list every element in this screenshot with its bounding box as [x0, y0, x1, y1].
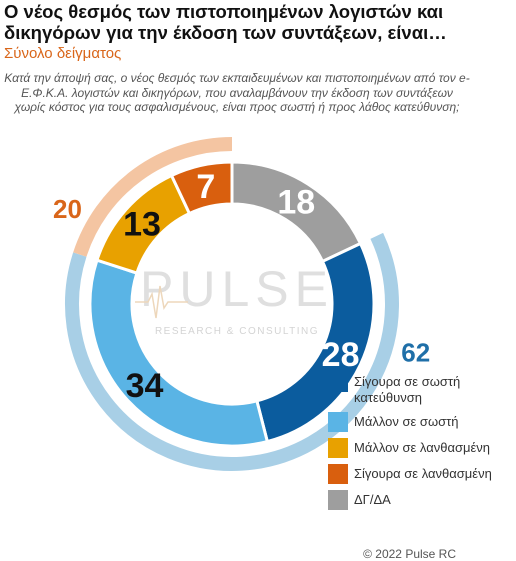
watermark-sub: RESEARCH & CONSULTING: [155, 326, 319, 337]
legend-swatch: [328, 412, 348, 432]
slice-value-label-1: 28: [322, 336, 360, 374]
donut-slice-2: [88, 258, 270, 448]
slice-value-label-3: 13: [123, 206, 161, 244]
legend-label: ΔΓ/ΔΑ: [354, 492, 391, 507]
survey-question: Κατά την άποψή σας, ο νέος θεσμός των εκ…: [4, 71, 470, 114]
slice-value-label-4: 7: [196, 168, 215, 206]
legend-label: Σίγουρα σε λανθασμένη: [354, 466, 492, 481]
donut-slice-4: [169, 160, 234, 216]
legend-item-2: Μάλλον σε λανθασμένη: [328, 438, 514, 458]
chart-title: Ο νέος θεσμός των πιστοποιημένων λογιστώ…: [4, 1, 447, 43]
watermark-main: PULSE: [140, 261, 334, 317]
legend-label: Μάλλον σε σωστή: [354, 414, 459, 429]
chart-subtitle: Σύνολο δείγματος: [4, 45, 122, 62]
legend-item-0: Σίγουρα σε σωστή κατεύθυνση: [328, 372, 514, 406]
legend: Σίγουρα σε σωστή κατεύθυνση Μάλλον σε σωσ…: [328, 372, 514, 516]
legend-swatch: [328, 464, 348, 484]
legend-item-1: Μάλλον σε σωστή: [328, 412, 514, 432]
legend-label: Μάλλον σε λανθασμένη: [354, 440, 491, 455]
legend-swatch: [328, 438, 348, 458]
legend-swatch: [328, 372, 348, 392]
slice-value-label-0: 18: [277, 184, 315, 222]
group-arc-1: [73, 137, 233, 257]
copyright: © 2022 Pulse RC: [363, 547, 456, 561]
group-arc-0: [65, 232, 399, 471]
legend-item-4: ΔΓ/ΔΑ: [328, 490, 514, 510]
legend-label: Σίγουρα σε σωστή κατεύθυνση: [354, 374, 461, 405]
group-total-label-1: 20: [53, 194, 82, 224]
group-total-label-0: 62: [401, 338, 430, 368]
pulse-watermark: PULSE RESEARCH & CONSULTING: [135, 261, 334, 337]
legend-item-3: Σίγουρα σε λανθασμένη: [328, 464, 514, 484]
slice-value-label-2: 34: [126, 367, 164, 405]
legend-swatch: [328, 490, 348, 510]
watermark-pulse-line: [135, 285, 188, 319]
